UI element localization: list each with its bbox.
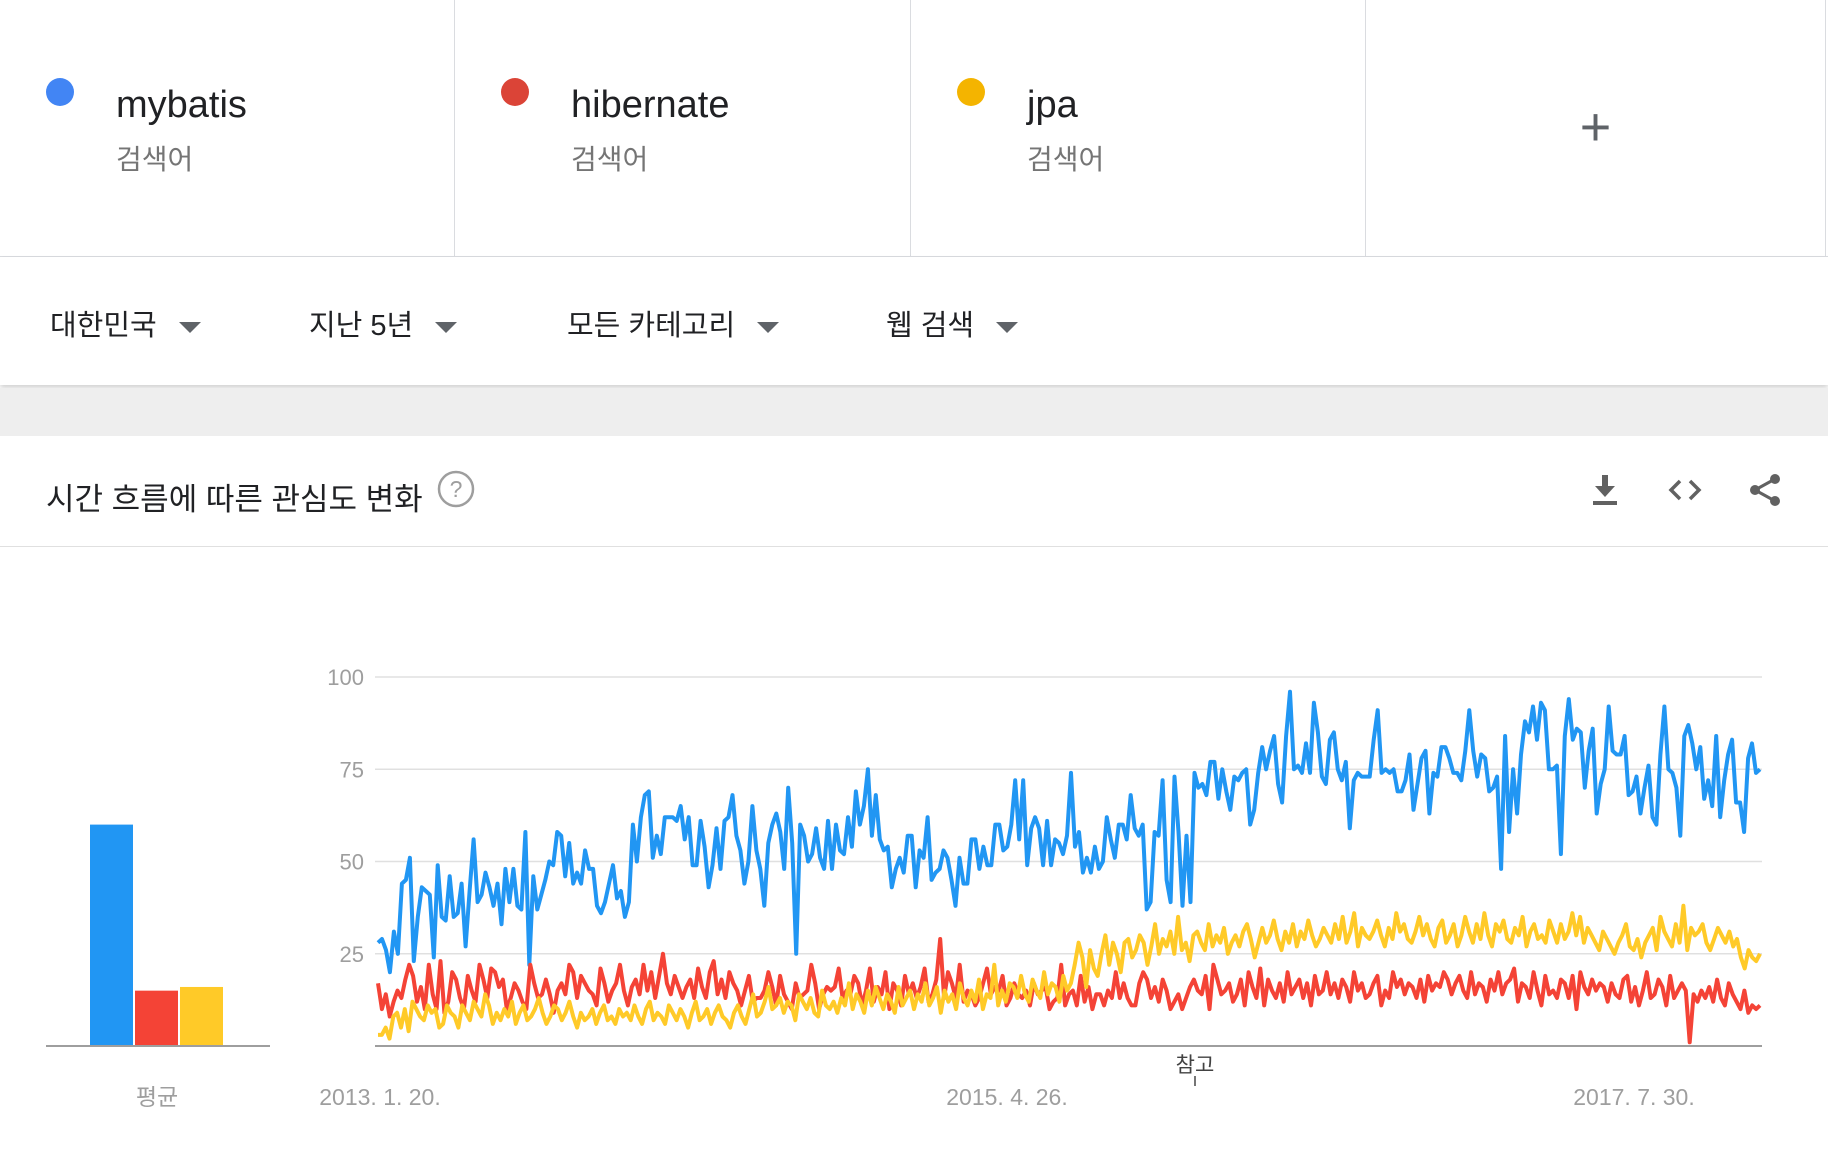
x-tick-label: 2015. 4. 26.: [946, 1084, 1068, 1110]
embed-icon[interactable]: [1667, 472, 1703, 508]
average-label: 평균: [136, 1084, 178, 1110]
series-line-mybatis: [376, 689, 1762, 975]
term-type: 검색어: [571, 144, 649, 175]
average-bar-mybatis: [90, 824, 133, 1046]
section-divider: [0, 388, 1828, 436]
interest-chart: 평균 25 50 75 100 2013. 1. 20. 2015. 4. 26. 2…: [46, 665, 1762, 1110]
region-label: 대한민국: [50, 310, 157, 342]
x-tick-label: 2017. 7. 30.: [1573, 1084, 1695, 1110]
chart-series: [376, 689, 1762, 1045]
download-icon[interactable]: [1587, 472, 1623, 508]
category-label: 모든 카테고리: [567, 310, 736, 342]
share-icon[interactable]: [1747, 472, 1783, 508]
add-term-button[interactable]: +: [1366, 0, 1826, 256]
search-term-mybatis[interactable]: mybatis 검색어: [0, 0, 455, 256]
dropdown-arrow-icon: [757, 321, 780, 333]
svg-text:?: ?: [450, 476, 463, 502]
search-term-hibernate[interactable]: hibernate 검색어: [455, 0, 911, 256]
help-circle-icon[interactable]: ?: [437, 470, 475, 508]
y-tick-label: 100: [327, 665, 364, 690]
term-name: mybatis: [116, 84, 247, 126]
series-line-hibernate: [376, 937, 1762, 1045]
note-label[interactable]: 참고: [1176, 1054, 1215, 1077]
x-tick-label: 2013. 1. 20.: [319, 1084, 441, 1110]
term-name: jpa: [1027, 84, 1078, 126]
dropdown-arrow-icon: [996, 321, 1019, 333]
term-name: hibernate: [571, 84, 730, 126]
search-type-dropdown[interactable]: 웹 검색: [886, 302, 1019, 344]
card-title: 시간 흐름에 따른 관심도 변화: [46, 482, 423, 517]
period-dropdown[interactable]: 지난 5년: [309, 302, 458, 344]
series-line-jpa: [378, 903, 1762, 1041]
search-terms-bar: mybatis 검색어 hibernate 검색어 jpa 검색어 +: [0, 0, 1828, 257]
dropdown-arrow-icon: [178, 321, 201, 333]
term-type: 검색어: [116, 144, 194, 175]
plus-icon: +: [1579, 97, 1612, 157]
average-bar-chart: [46, 824, 270, 1047]
average-bar-jpa: [180, 986, 223, 1046]
dropdown-arrow-icon: [435, 321, 458, 333]
chart-gridlines: 25 50 75 100: [327, 665, 1762, 1047]
term-color-dot: [501, 78, 529, 106]
filter-bar: 대한민국 지난 5년 모든 카테고리 웹 검색: [0, 257, 1828, 385]
search-type-label: 웹 검색: [886, 310, 975, 342]
term-type: 검색어: [1027, 144, 1105, 175]
y-tick-label: 75: [340, 757, 364, 782]
y-tick-label: 25: [340, 942, 364, 967]
card-header: 시간 흐름에 따른 관심도 변화 ?: [0, 436, 1828, 547]
category-dropdown[interactable]: 모든 카테고리: [567, 302, 780, 344]
term-color-dot: [957, 78, 985, 106]
average-bar-hibernate: [135, 990, 178, 1046]
period-label: 지난 5년: [309, 310, 414, 342]
y-tick-label: 50: [340, 850, 364, 875]
region-dropdown[interactable]: 대한민국: [50, 302, 201, 344]
term-color-dot: [46, 78, 74, 106]
interest-over-time-card: 시간 흐름에 따른 관심도 변화 ? 평균 25 50 75 100 2013. 1.…: [0, 436, 1828, 1156]
search-term-jpa[interactable]: jpa 검색어: [911, 0, 1366, 256]
